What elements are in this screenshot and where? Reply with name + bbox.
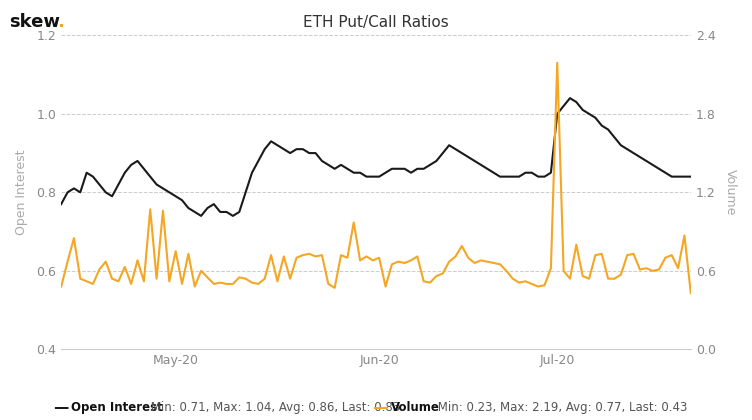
Y-axis label: Volume: Volume: [724, 169, 737, 215]
Text: .: .: [57, 13, 64, 31]
Title: ETH Put/Call Ratios: ETH Put/Call Ratios: [303, 15, 449, 30]
Y-axis label: Open Interest: Open Interest: [15, 150, 28, 235]
Text: Min: 0.23, Max: 2.19, Avg: 0.77, Last: 0.43: Min: 0.23, Max: 2.19, Avg: 0.77, Last: 0…: [434, 401, 687, 414]
Text: skew: skew: [9, 13, 60, 31]
Text: Volume: Volume: [391, 401, 440, 414]
Text: Open Interest: Open Interest: [71, 401, 163, 414]
Text: —: —: [53, 400, 68, 415]
Text: —: —: [372, 400, 387, 415]
Text: Min: 0.71, Max: 1.04, Avg: 0.86, Last: 0.83: Min: 0.71, Max: 1.04, Avg: 0.86, Last: 0…: [147, 401, 400, 414]
